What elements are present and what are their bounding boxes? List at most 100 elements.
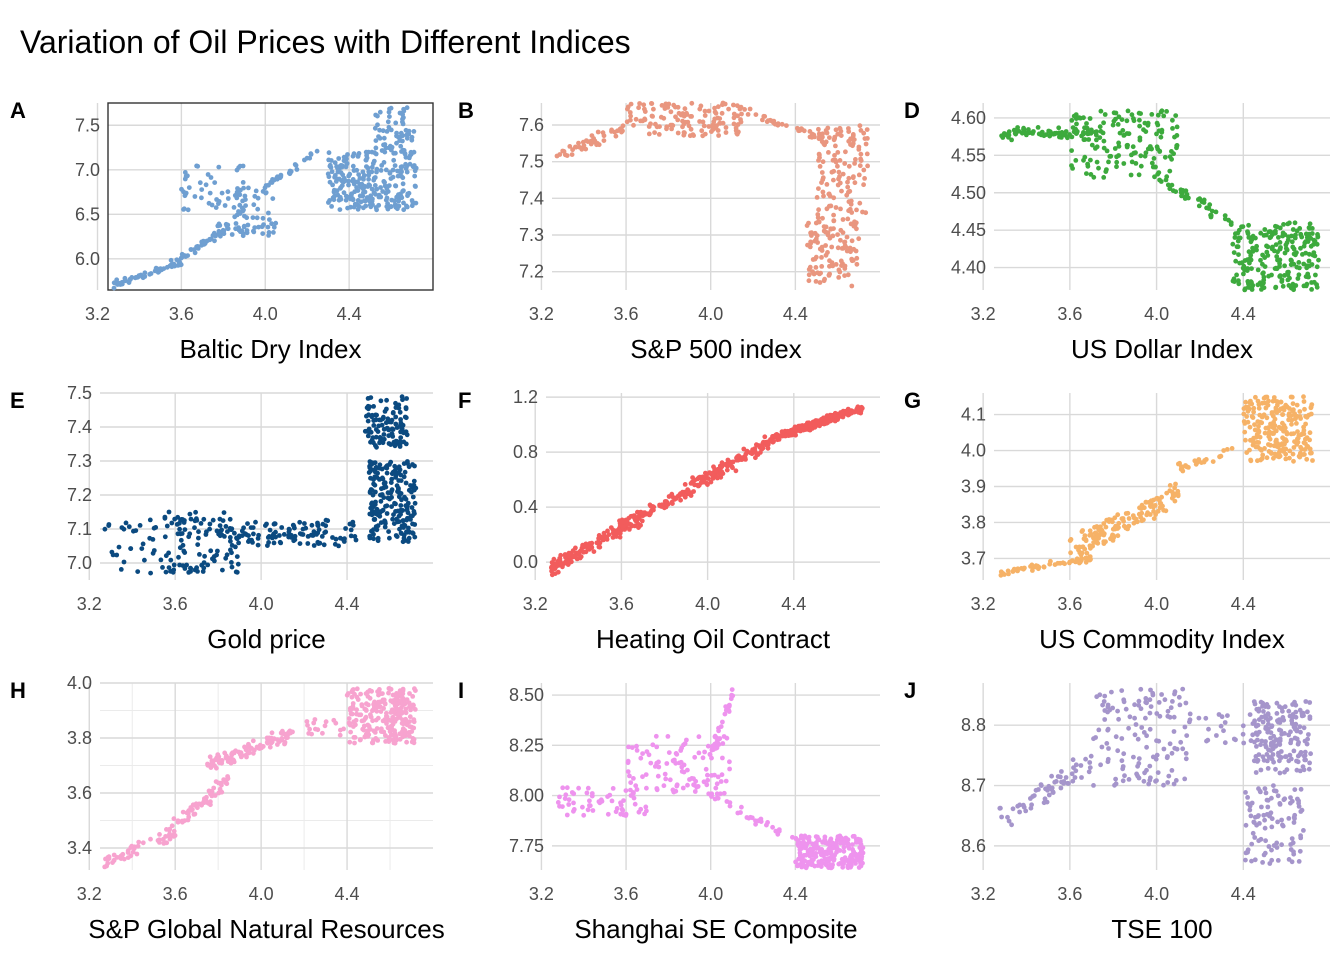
data-point	[1143, 696, 1149, 701]
data-point	[705, 743, 711, 749]
data-point	[355, 697, 361, 702]
data-point	[1306, 231, 1312, 237]
data-point	[1302, 749, 1308, 755]
data-point	[355, 198, 361, 203]
data-point	[604, 537, 610, 542]
data-point	[398, 417, 403, 422]
data-point	[625, 520, 630, 525]
x-tick-label: 4.4	[783, 304, 808, 324]
data-point	[816, 151, 822, 157]
data-point	[401, 200, 406, 206]
data-point	[207, 526, 213, 532]
data-point	[279, 736, 285, 741]
data-point	[243, 203, 249, 209]
data-point	[815, 863, 821, 868]
data-point	[1292, 735, 1298, 741]
data-point	[1303, 436, 1308, 442]
data-point	[384, 721, 389, 726]
y-tick-label: 3.8	[67, 728, 92, 748]
data-point	[393, 421, 399, 427]
data-point	[396, 192, 401, 198]
data-point	[188, 247, 194, 252]
data-point	[700, 755, 706, 761]
data-point	[1080, 131, 1086, 137]
data-point	[858, 151, 864, 157]
data-point	[842, 239, 847, 245]
data-point	[399, 720, 405, 726]
data-point	[1249, 237, 1255, 243]
data-point	[1043, 786, 1048, 792]
data-point	[704, 472, 709, 478]
data-point	[1172, 691, 1177, 697]
data-point	[1154, 144, 1160, 150]
data-point	[838, 206, 843, 212]
data-point	[329, 204, 334, 209]
data-point	[1048, 558, 1053, 564]
data-point	[166, 565, 172, 570]
data-point	[836, 275, 842, 280]
data-point	[1284, 431, 1290, 437]
data-point	[1073, 158, 1079, 163]
data-point	[397, 409, 403, 415]
data-point	[388, 105, 394, 111]
data-point	[1087, 765, 1093, 770]
data-point	[826, 857, 832, 862]
panel-label: D	[904, 98, 920, 123]
data-point	[1237, 260, 1243, 266]
data-point	[564, 812, 570, 818]
data-point	[411, 740, 417, 746]
data-point	[406, 128, 412, 134]
data-point	[381, 706, 386, 711]
x-axis-title: Heating Oil Contract	[596, 624, 831, 654]
data-point	[605, 528, 610, 534]
data-point	[133, 528, 139, 533]
data-point	[196, 535, 201, 541]
data-point	[1256, 430, 1262, 435]
data-point	[342, 178, 348, 184]
data-point	[371, 477, 376, 482]
data-point	[255, 536, 261, 541]
data-point	[820, 189, 826, 195]
data-point	[267, 744, 273, 750]
data-point	[1301, 440, 1307, 446]
data-point	[1257, 788, 1263, 794]
data-point	[1141, 127, 1146, 133]
data-point	[390, 434, 396, 439]
data-point	[649, 113, 655, 119]
data-point	[1087, 116, 1093, 121]
data-point	[251, 202, 257, 208]
data-point	[263, 523, 268, 528]
data-point	[562, 152, 568, 158]
data-point	[841, 844, 847, 850]
data-point	[1291, 287, 1296, 293]
data-point	[1234, 272, 1239, 278]
data-point	[350, 163, 356, 169]
data-point	[1193, 461, 1199, 467]
data-point	[400, 181, 406, 187]
data-point	[644, 785, 649, 791]
data-point	[336, 156, 342, 161]
data-point	[263, 190, 269, 196]
data-point	[366, 172, 372, 178]
data-point	[1276, 753, 1281, 758]
data-point	[817, 271, 822, 277]
data-point	[1280, 823, 1286, 829]
data-point	[151, 525, 157, 531]
data-point	[369, 460, 375, 466]
data-point	[827, 418, 833, 424]
data-point	[380, 476, 386, 482]
data-point	[813, 236, 819, 242]
data-point	[387, 535, 392, 541]
data-point	[823, 224, 829, 230]
data-point	[362, 198, 368, 204]
data-point	[1247, 424, 1253, 430]
data-point	[118, 567, 124, 572]
data-point	[392, 500, 397, 506]
data-point	[1147, 512, 1153, 517]
data-point	[371, 481, 376, 487]
data-point	[813, 279, 819, 284]
y-tick-label: 6.0	[75, 249, 100, 269]
x-axis-title: Shanghai SE Composite	[574, 914, 857, 944]
data-point	[377, 465, 382, 471]
data-point	[718, 724, 724, 729]
